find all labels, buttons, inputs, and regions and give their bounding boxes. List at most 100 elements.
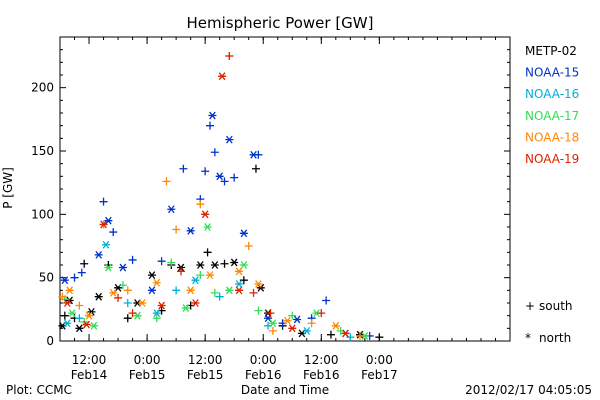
south-marker [196, 200, 205, 209]
north-marker [201, 210, 210, 219]
plot-frame [59, 36, 511, 342]
legend-entry: NOAA-18 [525, 130, 579, 144]
y-tick-label: 0 [46, 334, 54, 348]
x-tick-time-label: 12:00 [304, 353, 339, 367]
x-tick-time-label: 0:00 [134, 353, 161, 367]
x-tick-date-label: Feb17 [361, 368, 398, 382]
north-marker [94, 250, 103, 259]
south-marker [251, 164, 260, 173]
north-marker [63, 319, 72, 328]
south-marker [249, 288, 258, 297]
north-marker [157, 301, 166, 310]
south-marker [58, 292, 67, 301]
south-marker [123, 314, 132, 323]
chart-title: Hemispheric Power [GW] [187, 14, 374, 32]
x-tick-date-label: Feb16 [303, 368, 340, 382]
x-tick-time-label: 0:00 [366, 353, 393, 367]
north-marker [99, 220, 108, 229]
south-marker [80, 259, 89, 268]
south-marker [75, 301, 84, 310]
south-marker [254, 150, 263, 159]
legend-entry: NOAA-19 [525, 152, 579, 166]
north-marker [206, 271, 214, 280]
north-marker [181, 304, 190, 312]
north-marker [293, 315, 302, 324]
north-marker [225, 286, 234, 295]
south-marker [266, 309, 275, 318]
north-marker [75, 324, 84, 333]
north-marker [210, 261, 219, 269]
south-marker [157, 257, 166, 266]
legend-entry: NOAA-17 [525, 109, 579, 123]
south-marker [128, 309, 137, 318]
x-tick-time-label: 12:00 [72, 353, 107, 367]
north-marker [186, 226, 195, 235]
north-marker [63, 299, 72, 307]
y-tick-label: 200 [31, 81, 54, 95]
south-marker [346, 333, 355, 342]
north-marker [152, 278, 161, 287]
north-marker [94, 292, 103, 301]
plot-credit: Plot: CCMC [6, 383, 72, 397]
x-tick-time-label: 0:00 [250, 353, 277, 367]
south-marker [317, 309, 326, 318]
north-marker [65, 286, 74, 295]
north-marker [191, 299, 200, 307]
south-marker [375, 333, 384, 342]
south-marker [307, 319, 316, 328]
north-marker [302, 326, 311, 335]
north-marker [104, 216, 113, 225]
south-marker [244, 242, 253, 250]
y-axis-label: P [GW] [1, 167, 15, 209]
south-marker [128, 255, 137, 264]
legend-north-label: north [539, 331, 571, 345]
south-marker [196, 271, 205, 280]
south-marker [210, 288, 219, 297]
north-marker [239, 229, 248, 238]
north-marker [109, 288, 118, 297]
south-marker [206, 121, 214, 130]
north-marker [147, 286, 156, 295]
north-marker [104, 263, 113, 272]
south-marker [70, 273, 79, 282]
south-marker [99, 197, 108, 206]
y-tick-label: 100 [31, 207, 54, 221]
south-marker [326, 330, 335, 339]
north-marker [341, 329, 350, 338]
north-marker [215, 172, 224, 181]
south-marker [201, 167, 210, 176]
south-marker [167, 258, 176, 267]
legend-entry: NOAA-15 [525, 66, 579, 80]
south-marker [75, 314, 84, 323]
legend-south-label: south [539, 299, 573, 313]
north-marker [118, 263, 127, 272]
north-marker [186, 286, 195, 295]
legend-south-symbol: + [525, 299, 535, 313]
x-axis-label: Date and Time [241, 383, 329, 397]
south-marker [179, 164, 188, 173]
south-marker [268, 326, 277, 335]
south-marker [225, 52, 234, 60]
plot-timestamp: 2012/02/17 04:05:05 [465, 383, 592, 397]
south-marker [210, 148, 219, 157]
north-marker [208, 111, 217, 120]
north-marker [147, 271, 156, 280]
north-marker [196, 261, 205, 269]
north-marker [235, 280, 244, 288]
x-tick-date-label: Feb16 [245, 368, 282, 382]
north-marker [82, 320, 91, 329]
north-marker [268, 319, 277, 328]
south-marker [220, 177, 229, 186]
legend-entry: NOAA-16 [525, 87, 579, 101]
south-marker [220, 259, 229, 268]
legend-north-symbol: * [525, 331, 531, 345]
x-tick-date-label: Feb15 [129, 368, 166, 382]
north-marker [225, 135, 234, 144]
north-marker [89, 321, 98, 330]
north-marker [60, 276, 69, 285]
legend: METP-02 NOAA-15 NOAA-16 NOAA-17 NOAA-18 NOAA-… [525, 44, 579, 345]
south-marker [322, 296, 331, 305]
south-marker [77, 268, 86, 277]
north-marker [218, 72, 227, 81]
